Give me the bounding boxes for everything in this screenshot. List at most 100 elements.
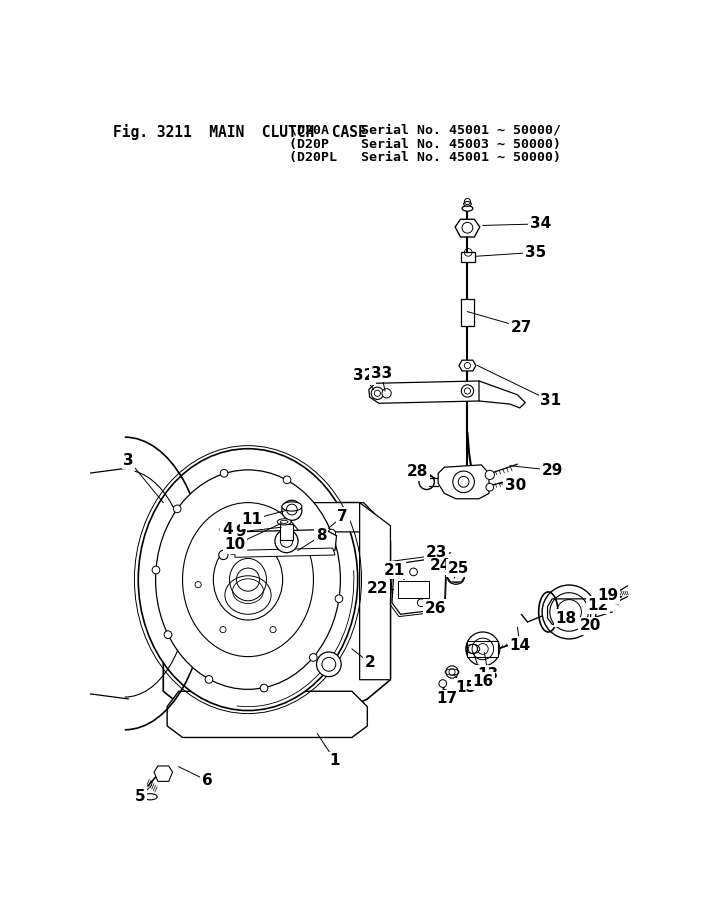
Circle shape (310, 654, 317, 661)
Ellipse shape (282, 502, 302, 511)
Ellipse shape (182, 503, 313, 657)
Polygon shape (438, 465, 489, 499)
Text: 1: 1 (329, 753, 340, 769)
Text: 27: 27 (510, 320, 532, 334)
Text: 26: 26 (424, 601, 446, 616)
Text: 35: 35 (525, 245, 546, 260)
Circle shape (424, 600, 437, 613)
Circle shape (220, 527, 226, 533)
Bar (461, 253, 475, 262)
Ellipse shape (214, 540, 283, 620)
Ellipse shape (462, 206, 473, 212)
Polygon shape (392, 558, 446, 615)
Circle shape (220, 627, 226, 633)
Circle shape (434, 557, 442, 564)
Text: (D20PL   Serial No. 45001 ~ 50000): (D20PL Serial No. 45001 ~ 50000) (288, 151, 561, 165)
Circle shape (173, 505, 181, 513)
Text: 30: 30 (505, 478, 526, 493)
Polygon shape (233, 529, 337, 552)
Circle shape (317, 652, 341, 677)
Text: 16: 16 (472, 674, 493, 689)
Text: 6: 6 (201, 773, 213, 788)
Ellipse shape (277, 518, 291, 525)
Text: 2: 2 (364, 655, 375, 671)
Ellipse shape (448, 571, 464, 584)
Text: 23: 23 (426, 545, 448, 561)
Circle shape (446, 666, 458, 678)
Circle shape (282, 500, 302, 520)
Polygon shape (212, 503, 375, 532)
Text: 3: 3 (123, 453, 134, 468)
Text: Fig. 3211  MAIN  CLUTCH  CASE: Fig. 3211 MAIN CLUTCH CASE (113, 124, 367, 140)
Text: 12: 12 (588, 597, 609, 613)
Text: 7: 7 (337, 509, 348, 524)
Circle shape (485, 470, 494, 479)
Ellipse shape (156, 470, 340, 690)
Text: 8: 8 (316, 529, 327, 543)
Circle shape (371, 387, 383, 399)
Circle shape (270, 627, 276, 633)
Text: 33: 33 (370, 365, 392, 381)
Ellipse shape (464, 202, 472, 206)
Polygon shape (163, 503, 390, 706)
Bar (460, 299, 474, 325)
Ellipse shape (139, 449, 358, 711)
Text: 4: 4 (222, 522, 233, 537)
Text: 34: 34 (530, 216, 551, 232)
Text: 17: 17 (436, 692, 457, 706)
Circle shape (328, 529, 336, 537)
Text: 5: 5 (135, 790, 146, 804)
Text: (D20P    Serial No. 45003 ~ 50000): (D20P Serial No. 45003 ~ 50000) (288, 137, 561, 150)
Text: 11: 11 (241, 512, 262, 527)
Bar (398, 581, 429, 598)
Polygon shape (479, 381, 525, 408)
Text: 18: 18 (556, 611, 577, 626)
Text: 28: 28 (407, 464, 428, 479)
Circle shape (164, 631, 172, 638)
Polygon shape (369, 381, 487, 403)
Text: 31: 31 (540, 394, 561, 409)
Text: 14: 14 (509, 638, 530, 652)
Circle shape (382, 388, 391, 398)
Text: \D20A    Serial No. 45001 ~ 50000/: \D20A Serial No. 45001 ~ 50000/ (288, 124, 561, 136)
Text: 22: 22 (367, 582, 388, 596)
Text: 15: 15 (455, 680, 477, 695)
Circle shape (461, 385, 474, 398)
Text: 20: 20 (580, 618, 602, 633)
Text: 10: 10 (224, 538, 245, 552)
Circle shape (195, 582, 201, 588)
Circle shape (205, 676, 213, 683)
Circle shape (542, 585, 596, 639)
Circle shape (227, 543, 238, 554)
Ellipse shape (230, 559, 267, 601)
Polygon shape (547, 599, 590, 625)
Text: 13: 13 (478, 667, 499, 682)
Circle shape (284, 476, 291, 484)
Polygon shape (235, 548, 335, 557)
Circle shape (220, 469, 228, 477)
Text: 25: 25 (448, 561, 469, 575)
Polygon shape (459, 360, 476, 371)
Circle shape (335, 594, 343, 603)
Circle shape (434, 566, 442, 573)
Text: 32: 32 (353, 368, 374, 383)
Text: 29: 29 (542, 463, 563, 478)
Bar (281, 524, 293, 540)
Circle shape (277, 532, 284, 539)
Circle shape (439, 680, 447, 687)
Text: 21: 21 (384, 562, 405, 578)
Circle shape (466, 632, 500, 666)
Polygon shape (455, 219, 480, 237)
Circle shape (275, 529, 298, 552)
Polygon shape (360, 503, 390, 680)
Circle shape (260, 684, 268, 692)
Circle shape (486, 484, 493, 491)
Text: 24: 24 (430, 558, 451, 573)
Text: 9: 9 (235, 524, 245, 540)
Text: 19: 19 (598, 587, 619, 603)
Polygon shape (448, 572, 464, 582)
Polygon shape (154, 766, 173, 781)
Polygon shape (167, 692, 368, 737)
Circle shape (152, 566, 160, 573)
Bar (467, 641, 498, 657)
